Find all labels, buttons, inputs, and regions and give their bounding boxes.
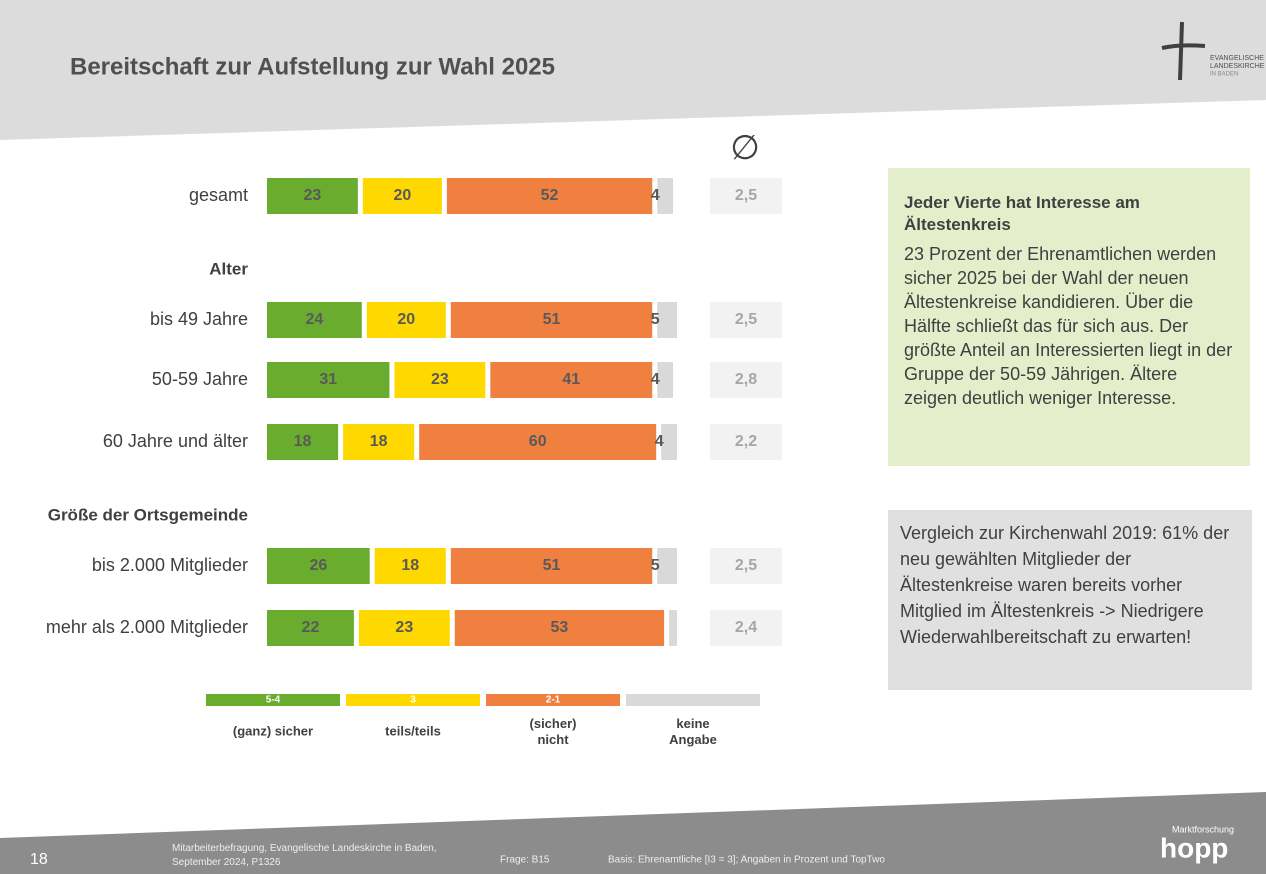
bar-segment [267,424,339,460]
summary-title: Jeder Vierte hat Interesse am Ältestenkr… [904,193,1140,234]
logo-cross [1161,21,1206,81]
bar-segment [490,362,653,398]
legend-code: 5-4 [266,695,281,706]
bar-segment [419,424,657,460]
value-label: 4 [651,371,660,388]
average-box [710,362,782,398]
average-label: 2,5 [735,557,757,574]
bar-segment [267,610,354,646]
group-label: Größe der Ortsgemeinde [48,505,248,524]
category-label: bis 2.000 Mitglieder [92,555,248,575]
logo-text: LANDESKIRCHE [1210,63,1265,70]
basis: Basis: Ehrenamtliche [I3 = 3]; Angaben i… [608,855,885,866]
group-label: Alter [209,259,248,278]
bar-segment [267,362,390,398]
brand-small: Marktforschung [1172,824,1234,834]
value-label: 22 [302,619,320,636]
value-label: 4 [655,433,664,450]
bar-segment [657,548,677,584]
bar-segment [343,424,415,460]
value-label: 18 [370,433,388,450]
average-label: 2,8 [735,371,757,388]
value-label: 20 [397,311,415,328]
category-label: mehr als 2.000 Mitglieder [46,617,248,637]
brand: hopp [1160,832,1228,863]
summary-text: 23 Prozent der Ehrenamtlichen werden sic… [904,244,1233,408]
logo-text: IN BADEN [1210,72,1238,78]
bar-segment [267,178,358,214]
category-label: gesamt [189,185,248,205]
legend-swatch [346,694,480,706]
legend-label: (sicher) nicht [530,716,577,747]
bar-segment [362,178,442,214]
legend-code: 2-1 [546,695,561,706]
value-label: 18 [401,557,419,574]
average-label: 2,5 [735,311,757,328]
average-box [710,610,782,646]
bar-segment [267,548,370,584]
bar-segment [669,610,677,646]
value-label: 31 [319,371,337,388]
bar-segment [366,302,446,338]
value-label: 5 [651,311,660,328]
value-label: 60 [529,433,547,450]
average-box [710,302,782,338]
comparison-box: Vergleich zur Kirchenwahl 2019: 61% der … [888,510,1252,690]
average-label: 2,5 [735,187,757,204]
value-label: 23 [395,619,413,636]
value-label: 23 [431,371,449,388]
summary-box: Jeder Vierte hat Interesse am Ältestenkr… [888,168,1250,466]
value-label: 4 [651,187,660,204]
legend-label: keine Angabe [669,716,717,747]
value-label: 23 [304,187,322,204]
value-label: 51 [543,311,561,328]
page-number: 18 [30,851,48,868]
average-box [710,548,782,584]
category-label: 60 Jahre und älter [103,431,248,451]
logo-text: EVANGELISCHE [1210,55,1264,62]
bar-segment [657,178,674,214]
value-label: 5 [651,557,660,574]
average-box [710,178,782,214]
value-label: 24 [306,311,324,328]
legend-label: teils/teils [385,723,441,738]
header-band [0,0,1266,140]
bar-segment [394,362,486,398]
bar-segment [358,610,450,646]
legend-swatch [486,694,620,706]
bar-segment [374,548,446,584]
value-label: 53 [551,619,569,636]
average-header: ∅ [730,129,760,167]
average-label: 2,2 [735,433,757,450]
bar-segment [450,548,653,584]
source: Mitarbeiterbefragung, Evangelische Lande… [172,843,437,868]
category-label: 50-59 Jahre [152,369,248,389]
bar-segment [446,178,653,214]
value-label: 18 [294,433,312,450]
bar-segment [450,302,653,338]
bar-segment [661,424,677,460]
legend-label: (ganz) sicher [233,723,313,738]
bar-segment [454,610,665,646]
legend-code: 3 [410,695,416,706]
average-label: 2,4 [735,619,757,636]
question: Frage: B15 [500,855,550,866]
value-label: 26 [309,557,327,574]
bar-segment [657,362,674,398]
category-label: bis 49 Jahre [150,309,248,329]
legend-swatch [626,694,760,706]
bar-segment [657,302,677,338]
average-box [710,424,782,460]
value-label: 41 [562,371,580,388]
value-label: 52 [541,187,559,204]
value-label: 51 [543,557,561,574]
value-label: 20 [393,187,411,204]
bar-segment [267,302,362,338]
legend-swatch [206,694,340,706]
chart-title: Bereitschaft zur Aufstellung zur Wahl 20… [70,53,555,80]
footer-band [0,792,1266,874]
